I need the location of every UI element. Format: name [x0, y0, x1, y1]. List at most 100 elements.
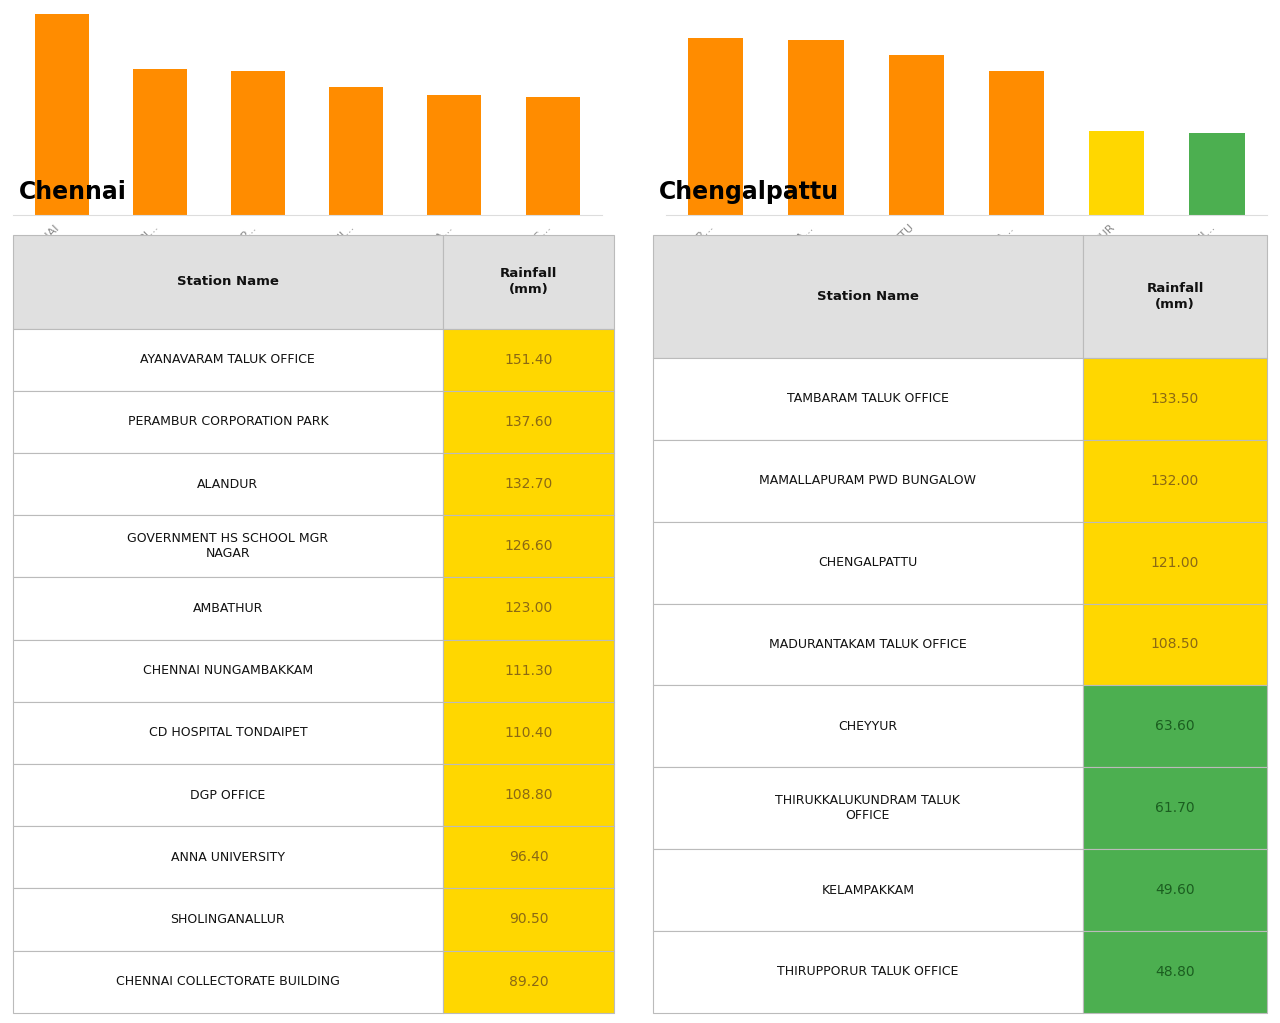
Bar — [788, 40, 844, 215]
Text: CHEYYUR: CHEYYUR — [838, 720, 897, 732]
FancyBboxPatch shape — [1083, 440, 1267, 522]
FancyBboxPatch shape — [1083, 931, 1267, 1013]
FancyBboxPatch shape — [443, 639, 614, 702]
Text: 110.40: 110.40 — [504, 726, 553, 740]
FancyBboxPatch shape — [443, 888, 614, 950]
FancyBboxPatch shape — [13, 950, 443, 1013]
FancyBboxPatch shape — [13, 453, 443, 516]
FancyBboxPatch shape — [443, 391, 614, 453]
Legend: Rainfall: Rainfall — [662, 309, 771, 340]
Text: MADURANTAKAM TALUK OFFICE: MADURANTAKAM TALUK OFFICE — [769, 638, 966, 651]
Text: PERAMBUR CORPORATION PARK: PERAMBUR CORPORATION PARK — [128, 415, 328, 429]
FancyBboxPatch shape — [443, 453, 614, 516]
Text: TAMBARAM TALUK OFFICE: TAMBARAM TALUK OFFICE — [787, 393, 948, 405]
FancyBboxPatch shape — [13, 328, 443, 391]
FancyBboxPatch shape — [13, 577, 443, 639]
FancyBboxPatch shape — [1083, 849, 1267, 931]
FancyBboxPatch shape — [13, 516, 443, 577]
Text: ALANDUR: ALANDUR — [197, 478, 259, 491]
FancyBboxPatch shape — [653, 767, 1083, 849]
Text: Station Name: Station Name — [817, 291, 919, 303]
Text: 132.70: 132.70 — [504, 477, 553, 491]
FancyBboxPatch shape — [443, 577, 614, 639]
FancyBboxPatch shape — [1083, 685, 1267, 767]
FancyBboxPatch shape — [443, 328, 614, 391]
Bar — [133, 69, 187, 215]
Bar — [1189, 133, 1244, 215]
Bar — [329, 87, 383, 215]
Text: 108.50: 108.50 — [1151, 637, 1199, 652]
Text: CHENNAI NUNGAMBAKKAM: CHENNAI NUNGAMBAKKAM — [143, 664, 312, 677]
Text: THIRUKKALUKUNDRAM TALUK
OFFICE: THIRUKKALUKUNDRAM TALUK OFFICE — [776, 794, 960, 822]
FancyBboxPatch shape — [653, 358, 1083, 440]
FancyBboxPatch shape — [653, 235, 1083, 358]
Text: 132.00: 132.00 — [1151, 474, 1199, 488]
Bar — [888, 54, 943, 215]
FancyBboxPatch shape — [653, 849, 1083, 931]
Text: 61.70: 61.70 — [1156, 801, 1194, 815]
FancyBboxPatch shape — [1083, 767, 1267, 849]
FancyBboxPatch shape — [13, 235, 443, 328]
FancyBboxPatch shape — [443, 764, 614, 827]
Bar — [1089, 131, 1144, 215]
Text: THIRUPPORUR TALUK OFFICE: THIRUPPORUR TALUK OFFICE — [777, 966, 959, 978]
Text: 63.60: 63.60 — [1156, 719, 1194, 733]
FancyBboxPatch shape — [443, 950, 614, 1013]
FancyBboxPatch shape — [653, 604, 1083, 685]
Text: CHENGALPATTU: CHENGALPATTU — [818, 557, 918, 569]
Text: 121.00: 121.00 — [1151, 555, 1199, 570]
Text: 111.30: 111.30 — [504, 664, 553, 677]
Text: CHENNAI COLLECTORATE BUILDING: CHENNAI COLLECTORATE BUILDING — [116, 975, 339, 988]
Text: AYANAVARAM TALUK OFFICE: AYANAVARAM TALUK OFFICE — [141, 353, 315, 366]
Text: 123.00: 123.00 — [504, 602, 553, 616]
Text: GOVERNMENT HS SCHOOL MGR
NAGAR: GOVERNMENT HS SCHOOL MGR NAGAR — [127, 532, 329, 561]
FancyBboxPatch shape — [13, 764, 443, 827]
Bar — [35, 14, 88, 215]
Text: CD HOSPITAL TONDAIPET: CD HOSPITAL TONDAIPET — [148, 726, 307, 740]
Bar — [428, 95, 481, 215]
Text: ANNA UNIVERSITY: ANNA UNIVERSITY — [170, 851, 285, 863]
FancyBboxPatch shape — [653, 440, 1083, 522]
Bar — [232, 71, 285, 215]
FancyBboxPatch shape — [13, 827, 443, 888]
FancyBboxPatch shape — [1083, 358, 1267, 440]
Bar — [526, 97, 580, 215]
Text: SHOLINGANALLUR: SHOLINGANALLUR — [170, 913, 285, 926]
Text: 96.40: 96.40 — [509, 850, 549, 864]
Text: 151.40: 151.40 — [504, 353, 553, 366]
Text: 90.50: 90.50 — [509, 913, 548, 927]
FancyBboxPatch shape — [13, 702, 443, 764]
Text: KELAMPAKKAM: KELAMPAKKAM — [822, 884, 914, 896]
Bar — [689, 38, 744, 215]
Text: MAMALLAPURAM PWD BUNGALOW: MAMALLAPURAM PWD BUNGALOW — [759, 475, 977, 487]
FancyBboxPatch shape — [443, 516, 614, 577]
Text: Rainfall
(mm): Rainfall (mm) — [500, 267, 557, 297]
FancyBboxPatch shape — [653, 522, 1083, 604]
Text: 133.50: 133.50 — [1151, 392, 1199, 406]
Text: 137.60: 137.60 — [504, 415, 553, 429]
Text: Station Name: Station Name — [177, 275, 279, 288]
Text: 126.60: 126.60 — [504, 539, 553, 553]
Text: 108.80: 108.80 — [504, 788, 553, 802]
Legend: Rainfall: Rainfall — [9, 309, 118, 340]
FancyBboxPatch shape — [443, 235, 614, 328]
Text: 89.20: 89.20 — [509, 975, 549, 988]
FancyBboxPatch shape — [653, 685, 1083, 767]
FancyBboxPatch shape — [1083, 604, 1267, 685]
FancyBboxPatch shape — [1083, 522, 1267, 604]
FancyBboxPatch shape — [13, 391, 443, 453]
Text: Chennai: Chennai — [19, 180, 127, 205]
Text: Rainfall
(mm): Rainfall (mm) — [1147, 282, 1203, 311]
Text: DGP OFFICE: DGP OFFICE — [191, 789, 265, 802]
FancyBboxPatch shape — [653, 931, 1083, 1013]
FancyBboxPatch shape — [13, 639, 443, 702]
Text: Chengalpattu: Chengalpattu — [659, 180, 840, 205]
FancyBboxPatch shape — [443, 702, 614, 764]
FancyBboxPatch shape — [1083, 235, 1267, 358]
FancyBboxPatch shape — [443, 827, 614, 888]
FancyBboxPatch shape — [13, 888, 443, 950]
Text: 49.60: 49.60 — [1156, 883, 1194, 897]
Bar — [989, 72, 1044, 215]
Text: AMBATHUR: AMBATHUR — [193, 602, 264, 615]
Text: 48.80: 48.80 — [1156, 965, 1194, 979]
